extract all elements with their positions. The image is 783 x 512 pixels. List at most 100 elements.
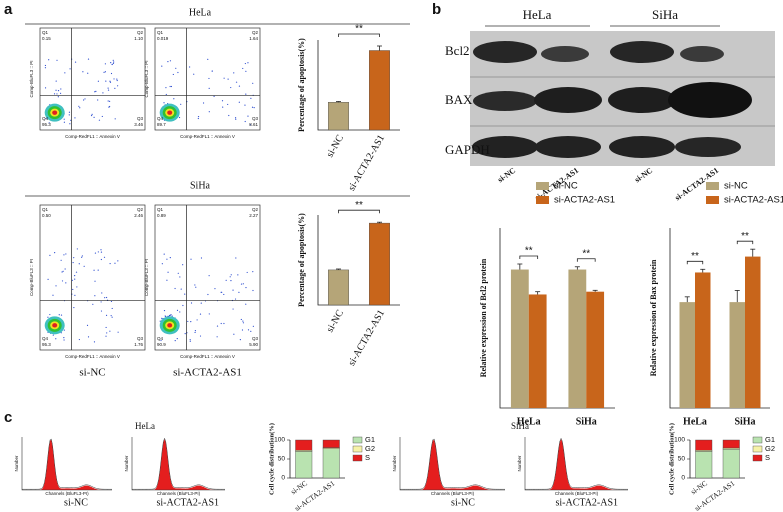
blot-lane-label: si-NC [633,166,654,185]
event-dot [98,119,101,121]
event-dot [94,252,97,254]
event-dot [161,317,163,319]
event-dot [81,255,84,257]
significance-label: ** [355,24,363,35]
histogram-fill [400,439,505,490]
legend-label: G1 [765,435,775,444]
event-dot [62,270,64,272]
event-dot [180,103,182,105]
event-dot [214,288,216,290]
quadrant-value: 2.27 [249,213,258,218]
event-dot [178,116,181,119]
event-dot [63,337,65,339]
event-dot [208,87,210,90]
event-dot [251,106,254,108]
event-dot [49,254,51,256]
event-dot [113,78,115,80]
x-tick-label: si-ACTA2-AS1 [346,133,387,193]
event-dot [227,78,229,80]
event-dot [44,64,47,67]
blot-band [473,41,537,63]
event-dot [208,77,210,80]
event-dot [55,89,57,91]
event-dot [112,59,114,61]
blot-band [535,136,601,158]
event-dot [71,279,74,281]
legend-label: G2 [765,444,775,453]
quadrant-value: 0.019 [157,36,169,41]
significance-label: ** [525,246,533,257]
quadrant-name: Q3 [252,116,259,121]
legend-label: S [365,453,370,462]
event-dot [73,306,75,309]
event-dot [216,325,219,327]
panel-label: a [4,1,13,18]
histogram-outline [525,437,628,490]
y-axis-label: Number [517,455,522,472]
axis-line [399,437,505,491]
legend-swatch [536,182,549,190]
event-dot [109,81,112,83]
event-dot [61,271,63,273]
group-title: HeLa [189,7,212,18]
y-axis-label: Percentage of apoptosis(%) [297,213,306,307]
quadrant-name: Q2 [252,30,259,35]
event-dot [105,296,108,299]
legend-swatch [352,454,363,462]
sample-label: si-NC [451,497,475,508]
y-axis-label: Comp-BluFL3 :: PI [29,60,34,97]
legend-label: si-ACTA2-AS1 [554,195,615,206]
bar [528,294,547,408]
significance-bracket [338,209,380,214]
density-core [52,110,58,115]
x-tick-label: SiHa [576,416,597,427]
event-dot [100,258,102,261]
event-dot [169,314,171,316]
event-dot [86,324,89,326]
event-dot [55,80,57,82]
legend-label: si-NC [554,181,578,192]
event-dot [233,72,235,74]
x-axis-label: Channels (BluFL3-PI) [45,491,89,496]
quadrant-name: Q2 [137,207,144,212]
significance-label: ** [741,231,749,242]
event-dot [78,338,80,341]
legend-swatch [706,182,719,190]
event-dot [244,120,246,123]
quadrant-value: 0.89 [157,213,166,218]
event-dot [189,339,191,341]
event-dot [104,63,106,65]
event-dot [247,115,249,117]
event-dot [161,263,163,265]
event-dot [160,339,162,342]
group-title: SiHa [511,421,529,431]
sample-label: si-ACTA2-AS1 [157,497,220,508]
legend-label: si-NC [724,181,748,192]
event-dot [97,269,99,271]
y-axis-label: Comp-BluFL3 :: PI [29,259,34,296]
event-dot [60,88,62,90]
blot-band [541,46,589,62]
quadrant-name: Q3 [137,116,144,121]
event-dot [252,82,254,84]
event-dot [65,282,67,284]
quadrant-value: 1.76 [134,342,143,347]
event-dot [230,86,232,89]
event-dot [196,319,198,321]
blot-lane-label: si-NC [496,166,517,185]
event-dot [171,315,173,317]
event-dot [60,259,62,261]
event-dot [245,70,247,72]
quadrant-value: 0.15 [42,36,51,41]
legend-swatch [752,454,763,462]
event-dot [95,90,97,92]
y-axis-label: Relative expression of Bcl2 protein [479,258,488,377]
event-dot [100,251,103,253]
quadrant-name: Q4 [157,116,164,121]
x-axis-label: Comp-RedFL1 :: Annexin V [180,134,235,139]
event-dot [105,326,107,329]
event-dot [195,286,197,288]
event-dot [170,85,173,88]
event-dot [63,329,65,331]
event-dot [104,71,106,73]
